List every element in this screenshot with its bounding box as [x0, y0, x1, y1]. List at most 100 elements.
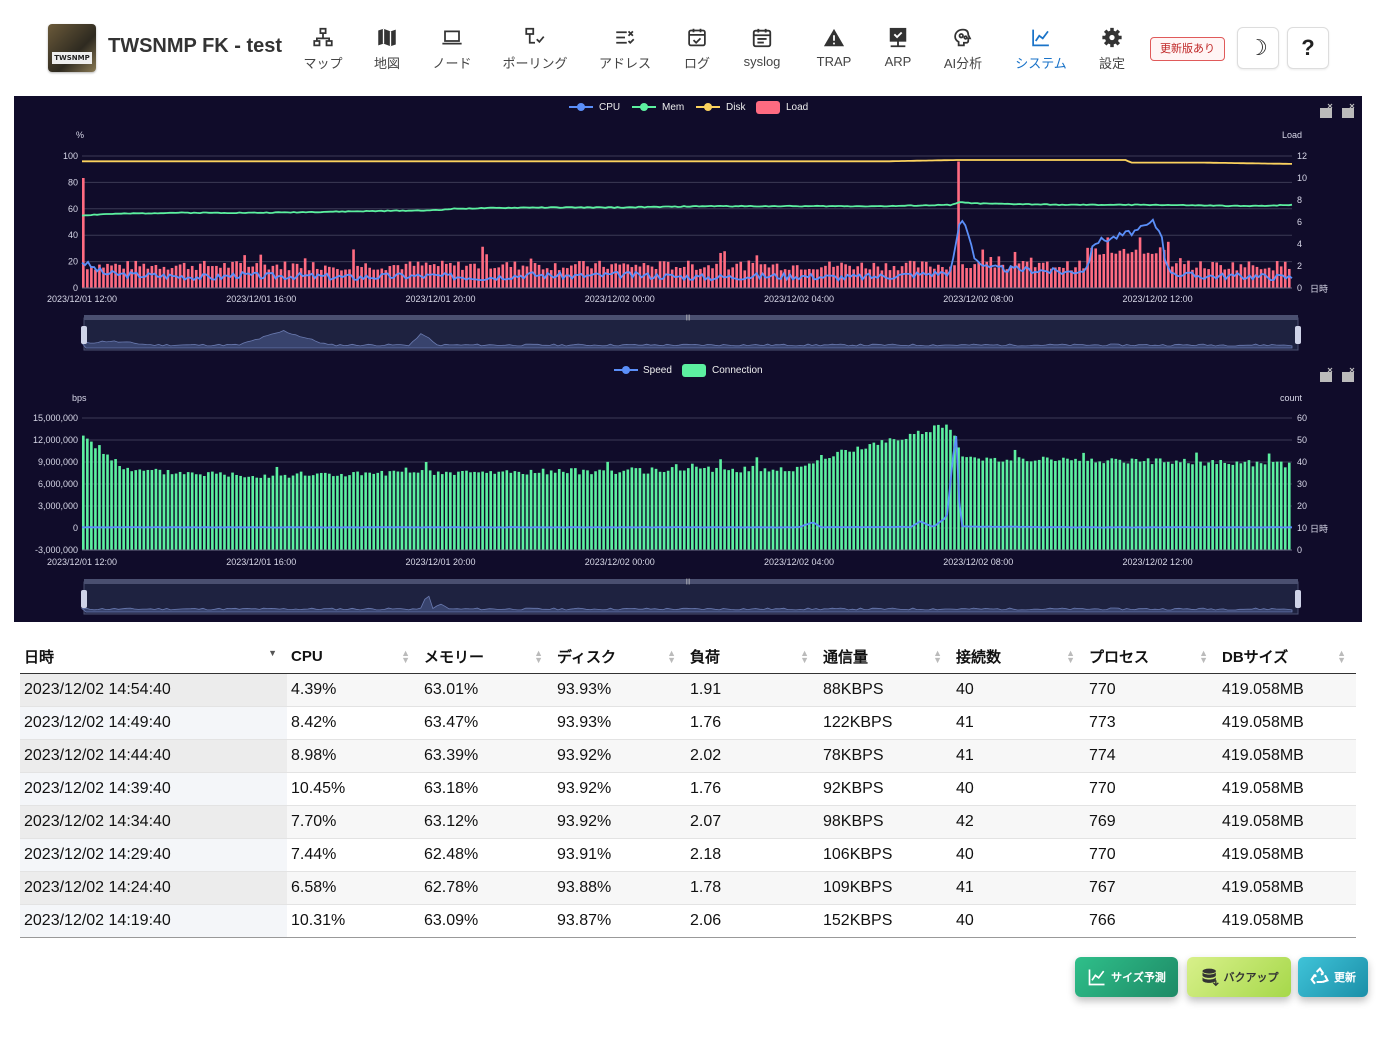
toolbox-icon [1327, 103, 1333, 109]
table-row[interactable]: 2023/12/02 14:29:40 7.44% 62.48% 93.91% 2.18… [20, 838, 1356, 872]
column-header[interactable]: メモリー ▲ ▼ [420, 640, 553, 674]
connection-bar [896, 440, 900, 550]
sort-icon[interactable]: ▲ ▼ [401, 648, 410, 665]
column-header[interactable]: DBサイズ ▲ ▼ [1218, 640, 1356, 674]
connection-bar [836, 451, 839, 550]
connection-bar [566, 473, 569, 550]
connection-bar [408, 472, 412, 550]
load-bar [255, 263, 259, 288]
connection-bar [457, 471, 460, 550]
table-cell: 769 [1085, 805, 1218, 839]
nav-log[interactable]: ログ [684, 24, 710, 72]
connection-bar [707, 466, 710, 550]
connection-bar [876, 444, 880, 550]
nav-map[interactable]: マップ [304, 24, 343, 72]
connection-bar [505, 470, 509, 550]
column-header[interactable]: 負荷 ▲ ▼ [686, 640, 819, 674]
table-row[interactable]: 2023/12/02 14:49:40 8.42% 63.47% 93.93% 1.76… [20, 706, 1356, 740]
table-row[interactable]: 2023/12/02 14:24:40 6.58% 62.78% 93.88% 1.78… [20, 871, 1356, 905]
y-tick-right-label: 8 [1297, 195, 1302, 205]
connection-bar [400, 471, 404, 550]
load-bar [735, 263, 739, 288]
connection-bar [130, 471, 134, 550]
help-button[interactable]: ? [1287, 27, 1329, 69]
nav-arp[interactable]: ARP [882, 24, 914, 72]
load-bar [916, 267, 920, 288]
load-bar [154, 264, 158, 288]
nav-ai[interactable]: AI分析 [942, 24, 984, 72]
column-header[interactable]: プロセス ▲ ▼ [1085, 640, 1218, 674]
table-row[interactable]: 2023/12/02 14:19:40 10.31% 63.09% 93.87% 2.0… [20, 904, 1356, 938]
nav-node[interactable]: ノード [432, 24, 472, 72]
legend-label: Speed [643, 365, 672, 376]
calendar-icon [752, 28, 772, 48]
table-cell: 2.06 [686, 904, 819, 938]
sort-icon[interactable]: ▲ ▼ [800, 648, 809, 665]
column-header[interactable]: ディスク ▲ ▼ [553, 640, 686, 674]
sort-icon[interactable]: ▲ ▼ [933, 648, 942, 665]
connection-bar [404, 467, 408, 550]
load-bar [428, 265, 432, 288]
connection-bar [1175, 460, 1178, 550]
column-header[interactable]: 通信量 ▲ ▼ [819, 640, 952, 674]
table-cell: 93.88% [553, 871, 686, 905]
load-bar [856, 266, 860, 288]
column-header[interactable]: 日時 ▼ [20, 640, 287, 674]
nav-label: 地図 [374, 56, 401, 71]
connection-bar [590, 474, 593, 550]
refresh-button[interactable]: 更新 [1298, 957, 1368, 997]
table-row[interactable]: 2023/12/02 14:44:40 8.98% 63.39% 93.92% 2.02… [20, 739, 1356, 773]
table-row[interactable]: 2023/12/02 14:39:40 10.45% 63.18% 93.92% 1.7… [20, 772, 1356, 806]
connection-bar [348, 475, 351, 550]
sort-icon[interactable]: ▲ ▼ [1337, 648, 1346, 665]
y-axis-right-label: count [1280, 393, 1303, 403]
nav-polling[interactable]: ポーリング [502, 24, 568, 72]
theme-toggle-button[interactable]: ☽ [1237, 27, 1279, 69]
connection-bar [1054, 460, 1057, 550]
connection-bar [795, 466, 799, 550]
sort-icon[interactable]: ▼ [268, 648, 277, 658]
toolbox-icon [1320, 372, 1332, 382]
connection-bar [933, 425, 936, 550]
table-row[interactable]: 2023/12/02 14:54:40 4.39% 63.01% 93.93% 1.91… [20, 673, 1356, 707]
sort-icon[interactable]: ▲ ▼ [667, 648, 676, 665]
nav-trap[interactable]: TRAP [814, 24, 854, 72]
connection-bar [182, 474, 186, 550]
column-header[interactable]: CPU ▲ ▼ [287, 640, 420, 674]
connection-bar [461, 470, 464, 550]
connection-bar [110, 460, 113, 550]
sort-icon[interactable]: ▲ ▼ [1066, 648, 1075, 665]
connection-bar [198, 474, 202, 550]
connection-bar [432, 474, 436, 550]
connection-bar [1162, 462, 1166, 550]
connection-bar [376, 472, 380, 550]
nav-address[interactable]: アドレス [598, 24, 652, 72]
sort-icon[interactable]: ▲ ▼ [534, 648, 543, 665]
load-bar [1062, 267, 1065, 288]
load-bar [836, 265, 839, 288]
sort-icon[interactable]: ▲ ▼ [1199, 648, 1208, 665]
legend-label: Disk [726, 102, 746, 113]
table-cell: 6.58% [287, 871, 420, 905]
table-row[interactable]: 2023/12/02 14:34:40 7.70% 63.12% 93.92% 2.07… [20, 805, 1356, 839]
forecast-button[interactable]: サイズ予測 [1075, 957, 1178, 997]
y-tick-label: 0 [73, 283, 78, 293]
table-cell: 2023/12/02 14:19:40 [20, 904, 287, 938]
system-charts[interactable]: CPU Mem Disk Load% Load020406080100024681012… [14, 96, 1362, 622]
connection-bar [1062, 457, 1065, 550]
table-cell: 767 [1085, 871, 1218, 905]
update-badge[interactable]: 更新版あり [1150, 37, 1225, 61]
load-bar [977, 262, 981, 288]
table-cell: 2023/12/02 14:54:40 [20, 673, 287, 707]
load-bar [469, 263, 472, 288]
column-header[interactable]: 接続数 ▲ ▼ [952, 640, 1085, 674]
connection-bar [509, 472, 513, 550]
nav-syslog[interactable]: syslog [740, 24, 784, 72]
connection-bar [1187, 463, 1190, 550]
backup-button[interactable]: バクアップ [1187, 957, 1291, 997]
nav-settings[interactable]: 設定 [1098, 24, 1126, 72]
load-bar [380, 268, 384, 288]
nav-system[interactable]: システム [1014, 24, 1068, 72]
nav-geo[interactable]: 地図 [374, 24, 400, 72]
connection-bar [263, 474, 267, 550]
